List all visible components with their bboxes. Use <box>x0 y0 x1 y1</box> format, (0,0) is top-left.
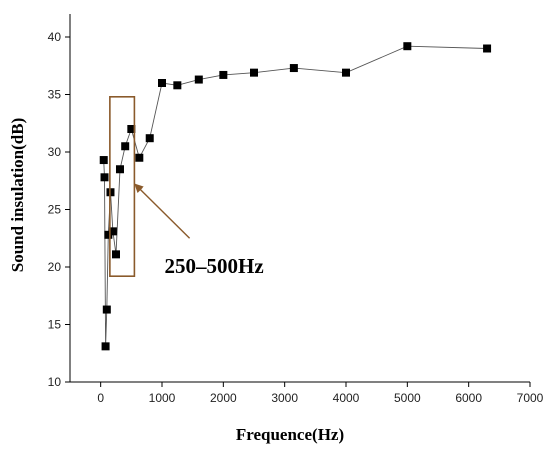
x-tick-label: 2000 <box>210 391 237 405</box>
y-tick-label: 40 <box>48 30 62 44</box>
x-tick-label: 5000 <box>394 391 421 405</box>
data-point <box>135 153 144 162</box>
annotation: 250–500Hz <box>109 96 264 278</box>
data-point <box>99 156 108 165</box>
y-ticks: 10 15 20 25 30 35 40 <box>48 30 70 389</box>
data-point <box>194 75 203 84</box>
annotation-label: 250–500Hz <box>165 254 264 278</box>
data-point <box>115 165 124 174</box>
data-point <box>104 230 113 239</box>
data-point <box>112 250 120 259</box>
x-tick-label: 4000 <box>333 391 360 405</box>
y-tick-label: 25 <box>48 203 62 217</box>
data-point <box>145 134 154 143</box>
data-point <box>483 44 492 53</box>
data-point <box>121 142 130 151</box>
y-tick-label: 20 <box>48 260 62 274</box>
x-tick-label: 1000 <box>149 391 176 405</box>
x-tick-label: 7000 <box>517 391 544 405</box>
y-tick-label: 35 <box>48 88 62 102</box>
data-point <box>127 125 136 133</box>
data-points <box>99 42 492 351</box>
highlight-box <box>109 96 136 277</box>
y-tick-label: 10 <box>48 375 62 389</box>
x-tick-label: 3000 <box>271 391 298 405</box>
y-tick-label: 15 <box>48 318 62 332</box>
data-point <box>250 68 258 77</box>
data-point <box>102 305 111 314</box>
annotation-arrow <box>134 183 191 239</box>
data-point <box>158 79 166 87</box>
data-point <box>403 42 412 51</box>
x-tick-label: 6000 <box>455 391 482 405</box>
y-tick-label: 30 <box>48 145 62 159</box>
plot-area: 0 1000 2000 3000 4000 5000 6000 7000 10 15 20 25 30… <box>48 14 544 405</box>
data-point <box>289 64 298 73</box>
x-tick-label: 0 <box>97 391 104 405</box>
data-point <box>173 81 182 90</box>
data-point <box>342 68 350 77</box>
data-point <box>100 173 109 182</box>
y-axis-title: Sound insulation(dB) <box>8 118 27 273</box>
data-point <box>108 227 117 236</box>
x-ticks: 0 1000 2000 3000 4000 5000 6000 7000 <box>97 382 544 405</box>
x-axis-title: Frequence(Hz) <box>236 425 344 444</box>
series-line <box>103 45 488 347</box>
data-point <box>101 342 110 351</box>
data-point <box>219 70 228 79</box>
